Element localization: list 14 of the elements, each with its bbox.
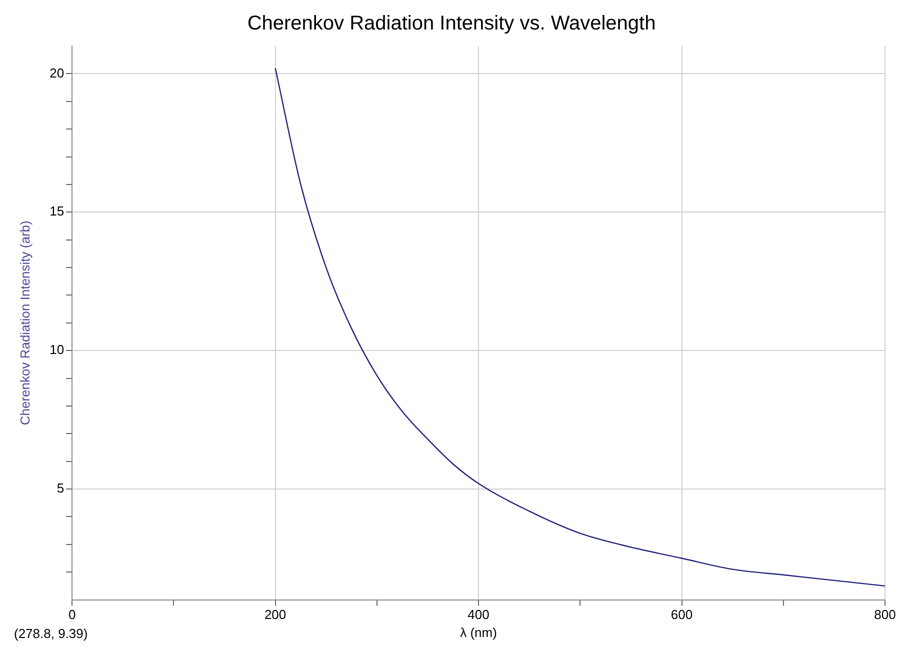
text: (278.8, 9.39) <box>14 626 88 642</box>
x-tick-label: 0 <box>68 607 76 622</box>
line-series <box>274 68 885 587</box>
y-axis-title: Cherenkov Radiation Intensity (arb) <box>17 220 32 426</box>
x-tick-label: 600 <box>670 607 693 622</box>
x-tick-label: 200 <box>264 607 286 622</box>
y-tick-label: 5 <box>56 480 64 496</box>
y-tick-label: 15 <box>50 204 64 219</box>
y-tick-label: 10 <box>50 342 64 358</box>
x-axis-title: λ (nm) <box>460 624 497 640</box>
x-tick-label: 400 <box>468 607 490 622</box>
y-tick-label: 20 <box>50 65 64 80</box>
x-tick-label: 800 <box>874 607 896 622</box>
chart-title: Cherenkov Radiation Intensity vs. Wavelength <box>247 12 656 35</box>
